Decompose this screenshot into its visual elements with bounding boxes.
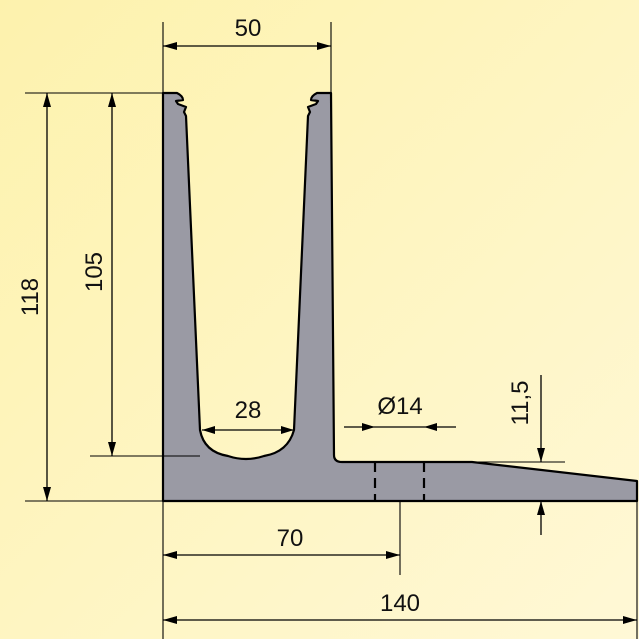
dim-total-width-label: 140 (380, 590, 420, 617)
dim-total-height-label: 118 (17, 278, 44, 316)
dim-top-width: 50 (163, 15, 331, 50)
dim-inner-height: 105 (81, 93, 116, 456)
dim-hole-offset: 70 (163, 525, 400, 559)
dim-inner-height-label: 105 (81, 252, 108, 292)
dim-top-width-label: 50 (235, 15, 262, 42)
dim-total-height: 118 (17, 93, 51, 501)
dim-inner-width-label: 28 (235, 397, 262, 424)
dim-flange-thickness-label: 11,5 (507, 381, 534, 426)
dim-hole-diameter: Ø14 (344, 393, 456, 431)
dim-flange-thickness: 11,5 (507, 375, 545, 535)
dim-inner-width: 28 (202, 397, 294, 434)
dim-hole-offset-label: 70 (277, 525, 304, 552)
u-channel-profile (161, 91, 639, 503)
dim-hole-diameter-label: Ø14 (377, 393, 422, 420)
dim-total-width: 140 (163, 590, 637, 624)
